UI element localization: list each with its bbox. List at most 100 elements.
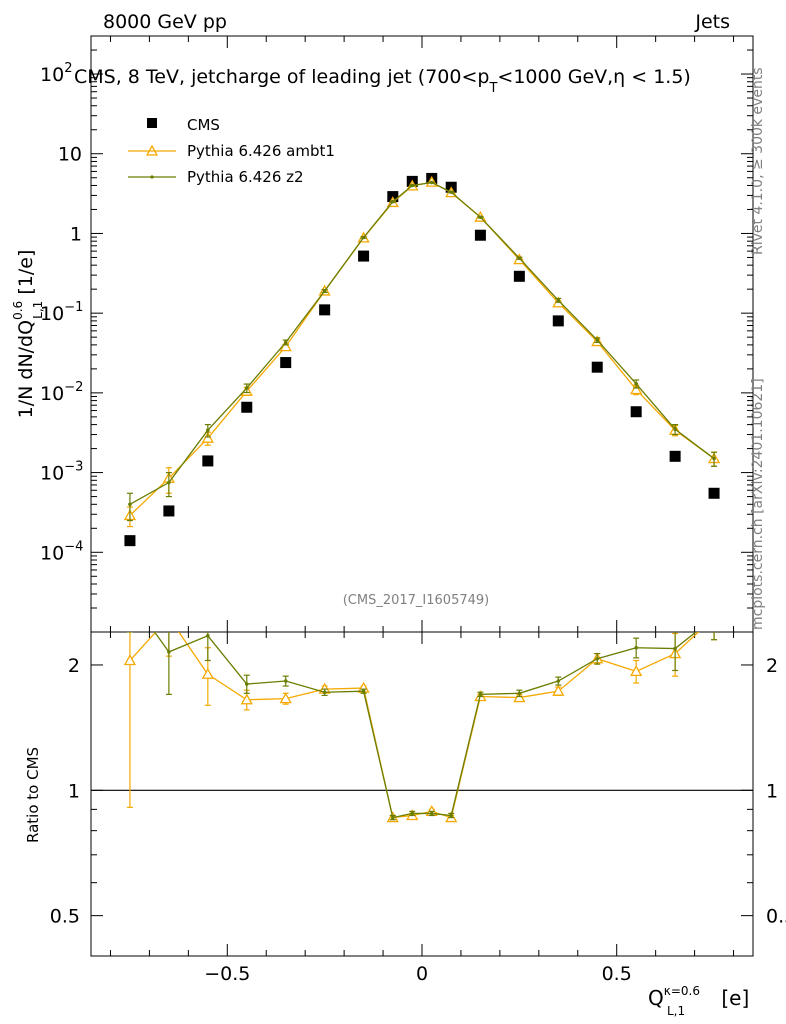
z2-ratio-point	[410, 811, 415, 816]
ambt1-data-point	[630, 383, 643, 395]
x-tick-label: 0	[416, 963, 428, 985]
z2-data-point	[167, 480, 171, 485]
z2-data-point	[712, 456, 716, 461]
z2-data-point	[390, 199, 395, 204]
legend-z2-label: Pythia 6.426 z2	[187, 168, 304, 186]
cms-data-point	[319, 304, 331, 316]
ambt1-line	[129, 181, 715, 516]
legend: CMS Pythia 6.426 ambt1 Pythia 6.426 z2	[128, 116, 335, 186]
ambt1-ratio-point	[552, 684, 565, 696]
cms-data-point	[669, 450, 681, 462]
energy-label: 8000 GeV pp	[103, 11, 227, 33]
z2-ratio-point	[361, 689, 366, 693]
z2-ratio-point	[517, 691, 522, 696]
main-y-tick-label: 10−2	[40, 380, 83, 405]
mcplots-label: mcplots.cern.ch [arXiv:2401.10621]	[750, 378, 766, 630]
z2-line	[129, 181, 715, 505]
cms-data-point	[163, 505, 175, 517]
ratio-y-tick-label-right: 2	[766, 655, 778, 677]
jets-label: Jets	[694, 11, 730, 33]
z2-data-point	[478, 215, 483, 219]
ambt1-ratio-point	[164, 613, 174, 622]
z2-ratio-point	[128, 596, 132, 600]
z2-ratio-point	[322, 690, 327, 695]
x-tick-label: 0.5	[602, 963, 632, 985]
z2-data-point	[244, 386, 249, 390]
main-y-tick-label: 10	[58, 144, 82, 166]
legend-ambt1-marker	[145, 144, 159, 156]
z2-ratio-line	[153, 632, 697, 819]
z2-data-point	[410, 183, 415, 188]
z2-ratio-point	[429, 811, 434, 816]
cms-data-point	[474, 229, 486, 241]
ratio-y-axis-label: Ratio to CMS	[24, 747, 42, 843]
ratio-y-tick-label-left: 1	[68, 780, 80, 802]
ratio-series	[123, 596, 719, 823]
z2-data-point	[361, 235, 366, 240]
legend-z2-marker	[150, 175, 154, 179]
ratio-clipped-group	[123, 596, 719, 823]
z2-ratio-point	[449, 813, 454, 818]
z2-data-point	[595, 338, 600, 342]
z2-ratio-point	[206, 634, 210, 638]
z2-ratio-point	[167, 650, 171, 654]
z2-data-point	[673, 427, 677, 432]
z2-data-point	[128, 502, 132, 507]
z2-ratio-point	[390, 815, 395, 820]
z2-data-point	[322, 289, 327, 293]
cms-data-point	[241, 401, 253, 413]
rivet-version-label: Rivet 4.1.0, ≥ 300k events	[750, 67, 766, 255]
main-y-axis-label: 1/N dN/dQ0.6 L,1 [1/e]	[11, 250, 45, 419]
z2-ratio-point	[712, 616, 716, 620]
ambt1-ratio-point	[123, 654, 137, 666]
z2-data-point	[206, 428, 210, 433]
z2-ratio-point	[283, 679, 288, 683]
plot-title: CMS, 8 TeV, jetcharge of leading jet (70…	[74, 66, 691, 96]
legend-cms-label: CMS	[187, 116, 220, 134]
z2-data-point	[429, 180, 434, 185]
z2-data-point	[517, 256, 522, 260]
cms-data-point	[591, 361, 603, 373]
legend-ambt1-label: Pythia 6.426 ambt1	[187, 142, 335, 160]
main-y-tick-label: 102	[40, 61, 72, 86]
main-y-tick-label: 10−4	[40, 539, 83, 564]
ratio-frame	[90, 631, 754, 957]
cms-data-point	[358, 250, 370, 262]
cms-data-point	[280, 357, 292, 369]
cms-data-point	[630, 406, 642, 418]
cms-data-point	[513, 270, 525, 282]
cms-data-point	[552, 315, 564, 327]
z2-data-point	[556, 298, 561, 303]
ratio-axis-ticks: −0.5 0 0.5 2 2 1 1 0.5 0.5	[50, 632, 786, 985]
analysis-tag: (CMS_2017_I1605749)	[343, 593, 490, 608]
cms-data-point	[124, 535, 136, 547]
ambt1-data-point	[201, 431, 214, 443]
ambt1-ratio-point	[279, 692, 292, 704]
z2-ratio-point	[595, 656, 600, 661]
main-axis-ticks: 102 10 1 10−1 10−2 10−3 10−4	[40, 35, 753, 633]
ratio-y-tick-label-right: 1	[766, 780, 778, 802]
cms-data-point	[708, 487, 720, 499]
z2-ratio-point	[244, 682, 249, 686]
ambt1-ratio-point	[240, 693, 253, 705]
z2-ratio-point	[634, 645, 638, 650]
z2-data-point	[449, 190, 454, 194]
ratio-y-tick-label-left: 0.5	[50, 906, 80, 928]
x-axis-label: Qκ=0.6 L,1 [e]	[648, 984, 749, 1018]
z2-ratio-point	[556, 679, 561, 683]
ambt1-ratio-point	[201, 667, 214, 679]
z2-data-point	[283, 340, 288, 345]
legend-cms-marker	[147, 118, 157, 128]
z2-ratio-point	[673, 646, 677, 651]
ratio-y-tick-label-left: 2	[68, 655, 80, 677]
main-y-tick-label: 10−3	[40, 460, 83, 485]
main-series	[123, 172, 721, 547]
cms-data-point	[202, 455, 214, 467]
main-y-tick-label: 10−1	[40, 300, 83, 325]
ambt1-ratio-point	[709, 613, 719, 622]
ambt1-ratio-point	[630, 665, 643, 677]
main-y-tick-label: 1	[70, 223, 82, 245]
x-tick-label: −0.5	[204, 963, 250, 985]
ratio-y-tick-label-right: 0.5	[766, 906, 786, 928]
